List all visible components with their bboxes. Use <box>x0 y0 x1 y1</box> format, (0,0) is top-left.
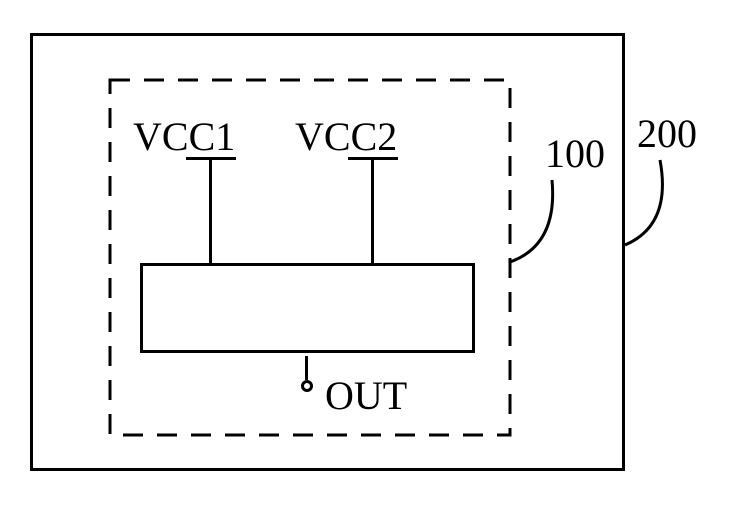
leader-200-arc <box>0 0 743 511</box>
leader-200-label: 200 <box>637 110 697 157</box>
schematic-diagram: VCC1 VCC2 OUT 100 200 <box>0 0 743 511</box>
